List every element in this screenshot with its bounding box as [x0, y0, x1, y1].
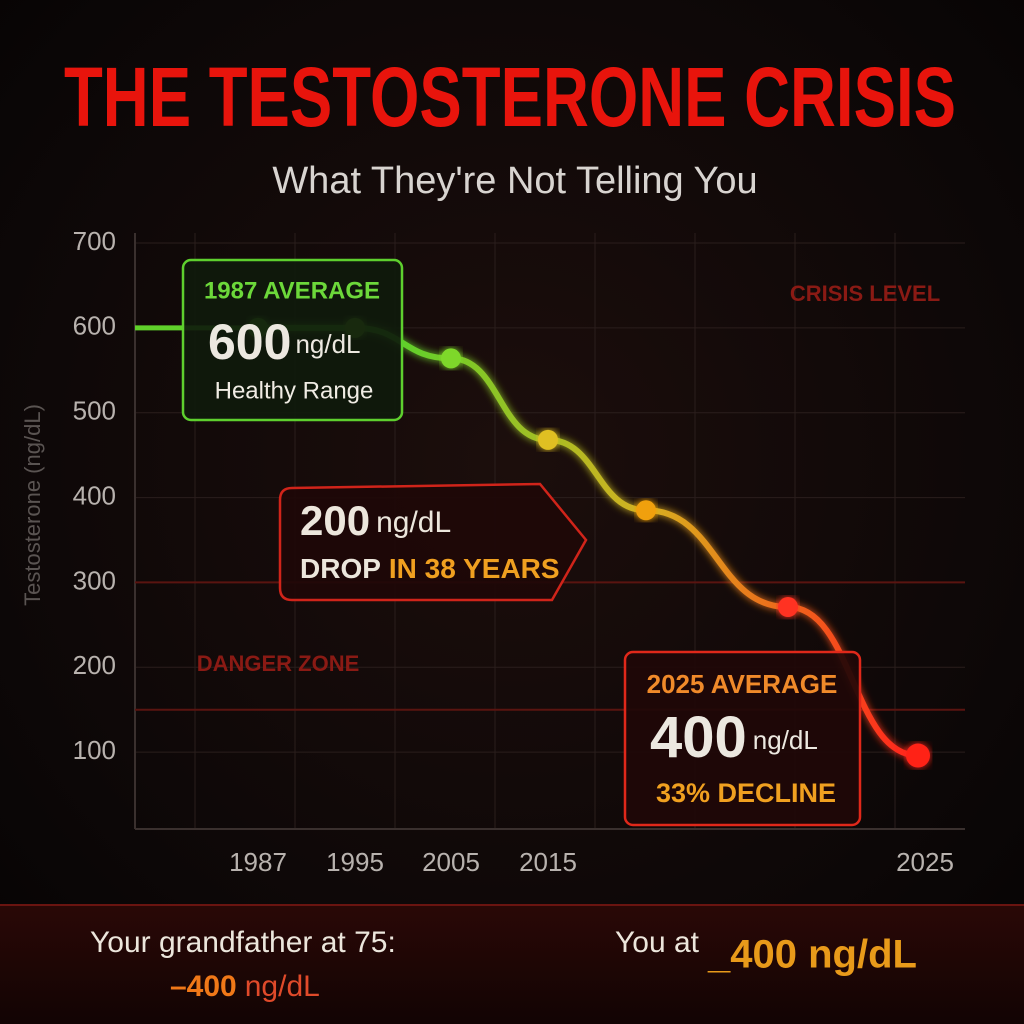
chart-subtitle: What They're Not Telling You [272, 160, 757, 202]
annotation-unit: ng/dL [753, 725, 818, 755]
annotation-unit: ng/dL [376, 506, 451, 539]
data-point [636, 500, 656, 521]
y-tick-label: 100 [73, 735, 116, 765]
annotation-note: IN 38 YEARS [389, 553, 560, 584]
y-tick-label: 700 [73, 226, 116, 256]
annotation-box [181, 258, 404, 422]
y-tick-label: 400 [73, 480, 116, 510]
annotation-note: DROP IN 38 YEARS [300, 553, 560, 584]
annotation-note: Healthy Range [215, 377, 374, 404]
y-tick-label: 500 [73, 396, 116, 426]
annotation-number: 600 ng/dL [208, 314, 361, 370]
footer-value: –400 [170, 970, 237, 1003]
annotation-1987: 1987 AVERAGE 600 ng/dL Healthy Range [181, 258, 404, 422]
data-point [778, 597, 798, 618]
annotation-note: DROP [300, 553, 381, 584]
x-tick-label: 2005 [422, 847, 480, 877]
y-tick-label: 200 [73, 650, 116, 680]
reference-label: CRISIS LEVEL [790, 281, 940, 306]
y-axis-label: Testosterone (ng/dL) [20, 404, 45, 606]
x-tick-label: 1995 [326, 847, 384, 877]
annotation-box [278, 482, 588, 602]
x-tick-label: 2025 [896, 847, 954, 877]
y-tick-label: 600 [73, 311, 116, 341]
annotation-box [623, 650, 862, 827]
annotation-number: 200 [300, 497, 370, 544]
annotation-heading: 1987 AVERAGE [204, 277, 380, 304]
annotation-unit: ng/dL [295, 329, 360, 359]
annotation-note: 33% DECLINE [656, 778, 836, 808]
footer-right: You at [615, 926, 700, 959]
annotation-2025: 2025 AVERAGE 400 ng/dL 33% DECLINE [623, 650, 862, 827]
chart-title: THE TESTOSTERONE CRISIS [64, 50, 956, 144]
x-tick-label: 2015 [519, 847, 577, 877]
footer-right-value: _400 ng/dL [707, 933, 917, 977]
data-point [441, 348, 461, 369]
footer-left-value: –400 ng/dL [170, 970, 320, 1003]
annotation-number: 200 ng/dL [300, 497, 451, 544]
annotation-number: 400 ng/dL [650, 705, 818, 770]
data-point [538, 429, 558, 450]
footer-band [0, 905, 1024, 1024]
annotation-drop: 200 ng/dL DROP IN 38 YEARS [278, 482, 588, 602]
reference-label: DANGER ZONE [197, 651, 360, 676]
footer-left: Your grandfather at 75: [90, 926, 396, 959]
annotation-number: 400 [650, 705, 747, 770]
x-tick-label: 1987 [229, 847, 287, 877]
annotation-number: 600 [208, 314, 291, 370]
annotation-heading: 2025 AVERAGE [647, 669, 838, 699]
data-point [906, 743, 930, 768]
y-tick-label: 300 [73, 565, 116, 595]
footer-unit: ng/dL [245, 970, 320, 1003]
